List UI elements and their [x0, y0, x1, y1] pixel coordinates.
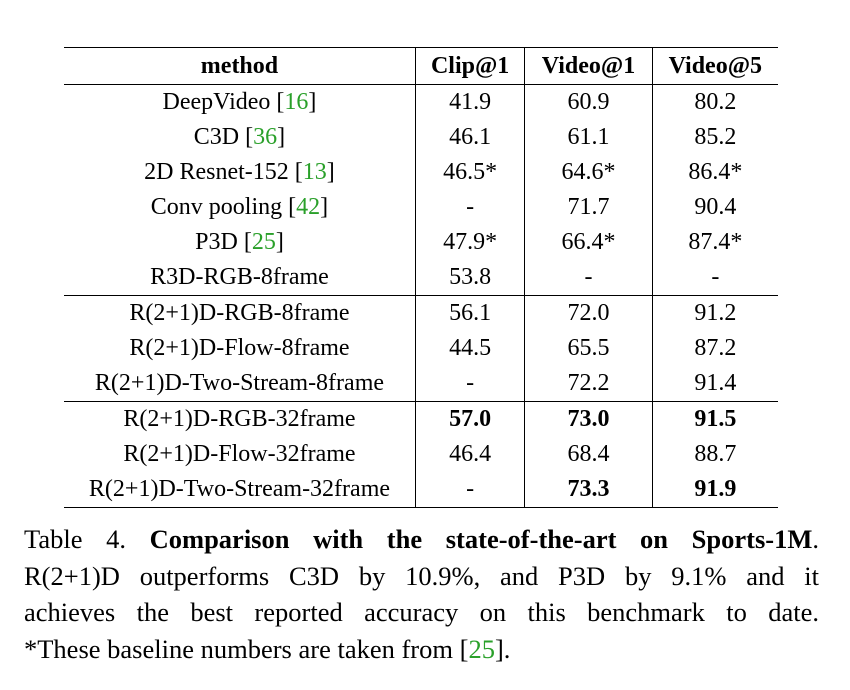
- video1-cell: 61.1: [524, 120, 653, 155]
- clip1-cell: -: [414, 472, 525, 508]
- caption-title: Comparison with the state-of-the-art on …: [149, 524, 813, 554]
- video1-cell: 71.7: [524, 190, 653, 225]
- table-row: R(2+1)D-RGB-8frame 56.1 72.0 91.2: [64, 295, 778, 331]
- citation-link[interactable]: 13: [302, 159, 327, 185]
- video1-cell: 73.0: [524, 401, 653, 437]
- clip1-cell: 53.8: [414, 260, 525, 296]
- header-row: method Clip@1 Video@1 Video@5: [64, 47, 778, 85]
- method-cell: R(2+1)D-RGB-8frame: [129, 300, 350, 326]
- video1-cell: 72.2: [524, 366, 653, 402]
- video1-cell: 65.5: [524, 331, 653, 366]
- clip1-cell: 46.4: [414, 437, 525, 472]
- video1-cell: 66.4*: [524, 225, 653, 260]
- video5-cell: 91.4: [651, 366, 778, 402]
- table-row: R(2+1)D-Two-Stream-32frame - 73.3 91.9: [64, 472, 778, 508]
- method-cell: DeepVideo [16]: [162, 89, 317, 115]
- caption-line-1: Table 4. Comparison with the state-of-th…: [24, 524, 819, 554]
- citation-link[interactable]: 25: [468, 633, 495, 664]
- video5-cell: 80.2: [651, 84, 778, 120]
- header-clip1: Clip@1: [414, 47, 525, 85]
- results-table: method Clip@1 Video@1 Video@5 DeepVideo …: [64, 47, 778, 508]
- video5-cell: 86.4*: [651, 155, 778, 190]
- table-row: C3D [36] 46.1 61.1 85.2: [64, 120, 778, 155]
- video1-cell: 68.4: [524, 437, 653, 472]
- citation-link[interactable]: 16: [284, 89, 309, 115]
- video5-cell: -: [651, 260, 778, 296]
- video5-cell: 88.7: [651, 437, 778, 472]
- table-row: Conv pooling [42] - 71.7 90.4: [64, 190, 778, 225]
- video1-cell: 72.0: [524, 295, 653, 331]
- clip1-cell: 57.0: [414, 401, 525, 437]
- table-row: R3D-RGB-8frame 53.8 - -: [64, 260, 778, 296]
- header-video1: Video@1: [524, 47, 653, 85]
- header-method: method: [200, 52, 279, 79]
- method-cell: R(2+1)D-Two-Stream-32frame: [88, 476, 391, 502]
- table-row: R(2+1)D-Flow-32frame 46.4 68.4 88.7: [64, 437, 778, 472]
- video5-cell: 91.9: [651, 472, 778, 508]
- header-video5: Video@5: [651, 47, 778, 85]
- method-cell: Conv pooling [42]: [150, 194, 329, 220]
- video1-cell: 64.6*: [524, 155, 653, 190]
- caption-label: Table 4.: [24, 524, 150, 554]
- citation-link[interactable]: 36: [253, 124, 278, 150]
- clip1-cell: 44.5: [414, 331, 525, 366]
- table-row: R(2+1)D-Flow-8frame 44.5 65.5 87.2: [64, 331, 778, 366]
- video1-cell: 73.3: [524, 472, 653, 508]
- citation-link[interactable]: 42: [296, 194, 321, 220]
- method-cell: P3D [25]: [195, 229, 284, 255]
- video5-cell: 90.4: [651, 190, 778, 225]
- clip1-cell: 56.1: [414, 295, 525, 331]
- video1-cell: 60.9: [524, 84, 653, 120]
- method-cell: R(2+1)D-Flow-8frame: [129, 335, 350, 361]
- table-row: 2D Resnet-152 [13] 46.5* 64.6* 86.4*: [64, 155, 778, 190]
- method-cell: R(2+1)D-Flow-32frame: [123, 441, 356, 467]
- video5-cell: 87.2: [651, 331, 778, 366]
- clip1-cell: -: [414, 366, 525, 402]
- clip1-cell: 46.5*: [414, 155, 525, 190]
- video5-cell: 85.2: [651, 120, 778, 155]
- caption-line-2: R(2+1)D outperforms C3D by 10.9%, and P3…: [24, 560, 819, 591]
- video5-cell: 91.2: [651, 295, 778, 331]
- table-row: R(2+1)D-RGB-32frame 57.0 73.0 91.5: [64, 401, 778, 437]
- method-cell: R(2+1)D-RGB-32frame: [123, 406, 356, 432]
- clip1-cell: -: [414, 190, 525, 225]
- table-row: P3D [25] 47.9* 66.4* 87.4*: [64, 225, 778, 260]
- clip1-cell: 47.9*: [414, 225, 525, 260]
- method-cell: C3D [36]: [193, 124, 286, 150]
- caption-line-3: achieves the best reported accuracy on t…: [24, 597, 819, 627]
- citation-link[interactable]: 25: [251, 229, 276, 255]
- clip1-cell: 46.1: [414, 120, 525, 155]
- table-row: R(2+1)D-Two-Stream-8frame - 72.2 91.4: [64, 366, 778, 402]
- caption-line-4: *These baseline numbers are taken from […: [24, 633, 511, 664]
- method-cell: R3D-RGB-8frame: [150, 264, 329, 290]
- table-row: DeepVideo [16] 41.9 60.9 80.2: [64, 84, 778, 120]
- table-caption: Table 4. Comparison with the state-of-th…: [24, 521, 819, 667]
- clip1-cell: 41.9: [414, 84, 525, 120]
- method-cell: R(2+1)D-Two-Stream-8frame: [94, 370, 385, 396]
- video5-cell: 91.5: [651, 401, 778, 437]
- method-cell: 2D Resnet-152 [13]: [144, 159, 335, 185]
- video1-cell: -: [524, 260, 653, 296]
- video5-cell: 87.4*: [651, 225, 778, 260]
